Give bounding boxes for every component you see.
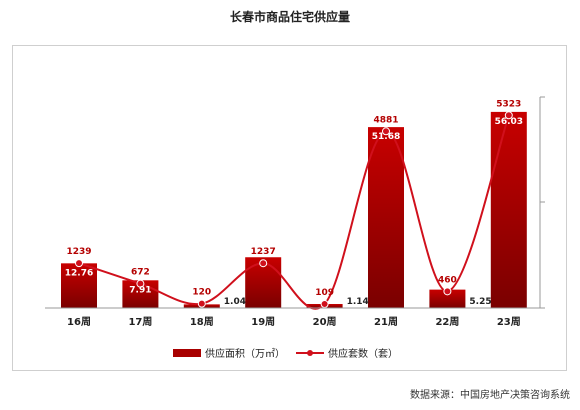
x-tick-label: 19周 xyxy=(251,316,275,328)
chart-frame xyxy=(12,45,567,371)
bar-data-label: 1.14 xyxy=(347,297,369,307)
bar-data-label: 56.03 xyxy=(495,117,523,127)
line-point-21周 xyxy=(382,127,390,136)
bar-data-label: 12.76 xyxy=(65,268,93,278)
line-point-19周 xyxy=(259,259,268,268)
bar-data-label: 1.04 xyxy=(224,297,246,307)
chart-title: 长春市商品住宅供应量 xyxy=(229,10,350,24)
data-source: 数据来源：中国房地产决策咨询系统 xyxy=(410,390,570,401)
x-tick-label: 23周 xyxy=(497,316,521,328)
line-point-16周 xyxy=(75,259,83,268)
line-data-label: 120 xyxy=(192,288,211,298)
bar-22周 xyxy=(429,289,466,308)
line-data-label: 672 xyxy=(131,268,150,278)
x-tick-label: 17周 xyxy=(128,316,152,328)
x-tick-label: 20周 xyxy=(313,316,337,328)
x-tick-label: 21周 xyxy=(374,316,398,328)
bar-data-label: 5.25 xyxy=(469,297,491,307)
bar-data-label: 51.68 xyxy=(372,132,400,142)
bar-23周 xyxy=(490,111,527,309)
line-point-18周 xyxy=(197,299,206,308)
x-tick-label: 22周 xyxy=(435,316,459,328)
line-data-label: 1237 xyxy=(251,247,276,257)
legend-bar-label: 供应面积（万㎡） xyxy=(205,347,285,360)
line-data-label: 4881 xyxy=(373,115,398,125)
line-data-label: 1239 xyxy=(66,247,91,257)
line-data-label: 109 xyxy=(315,288,334,298)
x-tick-label: 18周 xyxy=(190,316,214,328)
bar-21周 xyxy=(368,127,404,309)
line-point-23周 xyxy=(504,111,513,120)
line-data-label: 5323 xyxy=(496,99,521,109)
bar-data-label: 7.91 xyxy=(129,285,151,295)
line-point-17周 xyxy=(136,279,145,288)
bar-16周 xyxy=(61,263,97,308)
legend-bar-swatch xyxy=(173,349,201,357)
line-point-20周 xyxy=(320,300,329,309)
x-tick-label: 16周 xyxy=(67,316,91,328)
line-data-label: 460 xyxy=(438,275,457,285)
legend-line-label: 供应套数（套） xyxy=(328,347,398,360)
line-point-22周 xyxy=(443,287,452,296)
legend-line-marker xyxy=(307,350,313,356)
